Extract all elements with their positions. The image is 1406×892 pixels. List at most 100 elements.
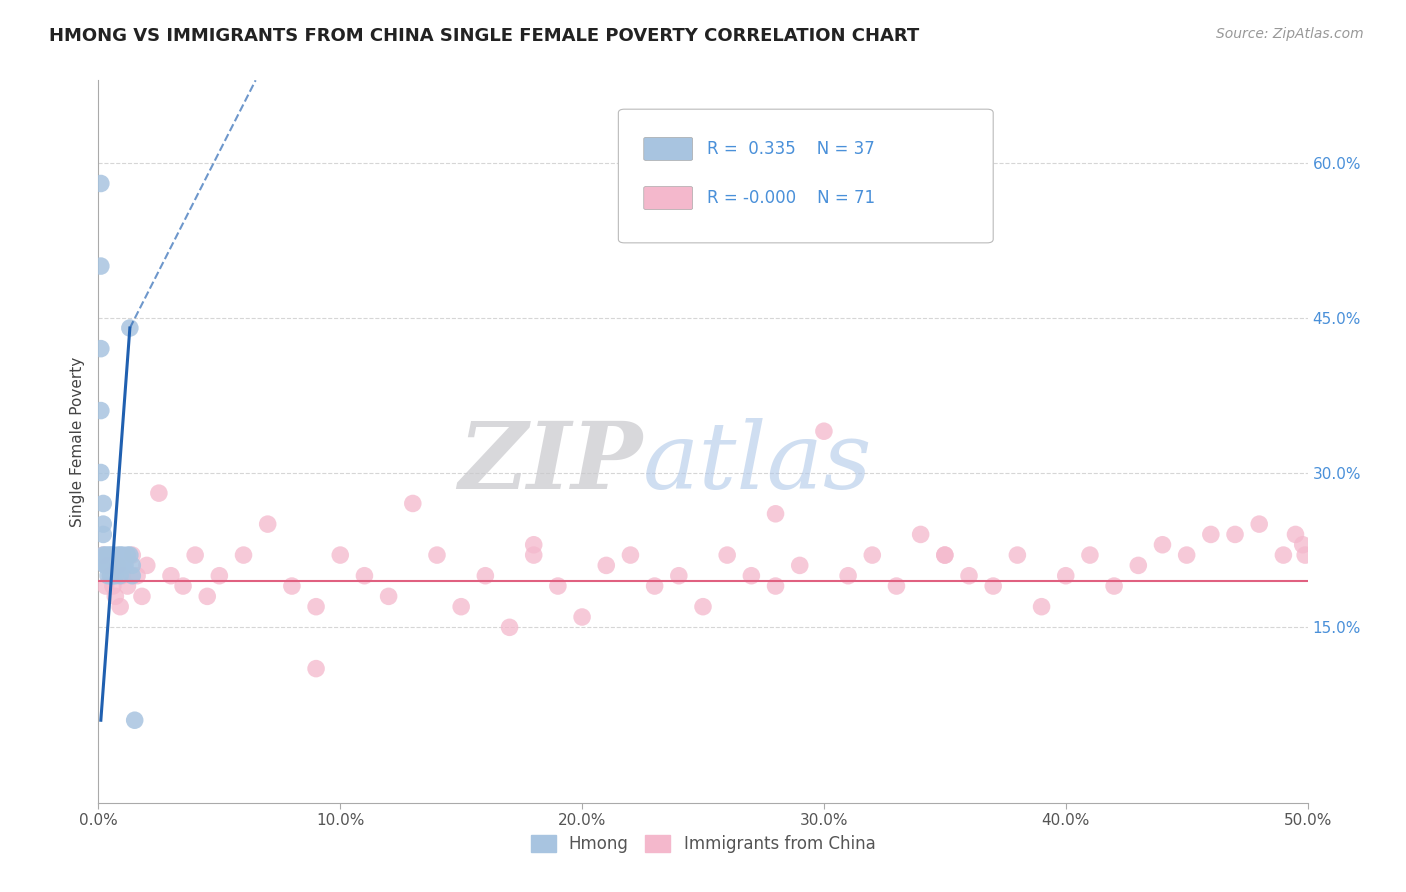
Point bbox=[127, 568, 149, 582]
Text: R =  0.335    N = 37: R = 0.335 N = 37 bbox=[707, 140, 875, 158]
Point bbox=[100, 558, 122, 573]
Point bbox=[353, 568, 375, 582]
Point bbox=[94, 579, 117, 593]
Text: HMONG VS IMMIGRANTS FROM CHINA SINGLE FEMALE POVERTY CORRELATION CHART: HMONG VS IMMIGRANTS FROM CHINA SINGLE FE… bbox=[49, 27, 920, 45]
Text: ZIP: ZIP bbox=[458, 418, 643, 508]
Point bbox=[104, 558, 127, 573]
Point bbox=[910, 527, 932, 541]
Point bbox=[107, 558, 129, 573]
Point bbox=[498, 620, 520, 634]
Point bbox=[104, 590, 127, 604]
Point bbox=[1031, 599, 1053, 614]
Point bbox=[765, 507, 787, 521]
Point bbox=[118, 548, 141, 562]
Point bbox=[118, 321, 141, 335]
Point bbox=[1199, 527, 1222, 541]
Point bbox=[100, 568, 122, 582]
Point bbox=[208, 568, 231, 582]
Point bbox=[571, 610, 593, 624]
Point bbox=[111, 568, 134, 582]
Point bbox=[121, 568, 143, 582]
Point bbox=[860, 548, 883, 562]
Point bbox=[91, 527, 114, 541]
Point bbox=[108, 548, 131, 562]
Point bbox=[117, 579, 139, 593]
Point bbox=[148, 486, 170, 500]
Point bbox=[281, 579, 304, 593]
Point bbox=[111, 548, 134, 562]
Point bbox=[160, 568, 183, 582]
Point bbox=[402, 496, 425, 510]
Point bbox=[94, 558, 117, 573]
Point bbox=[668, 568, 690, 582]
Point bbox=[108, 599, 131, 614]
Point bbox=[90, 177, 112, 191]
Point bbox=[111, 558, 134, 573]
Point bbox=[184, 548, 207, 562]
Point bbox=[97, 558, 120, 573]
Point bbox=[523, 548, 546, 562]
Point bbox=[765, 579, 787, 593]
Point bbox=[101, 548, 124, 562]
Point bbox=[101, 568, 124, 582]
Point bbox=[426, 548, 449, 562]
Point bbox=[377, 590, 399, 604]
Point bbox=[523, 538, 546, 552]
Point bbox=[305, 599, 328, 614]
Text: atlas: atlas bbox=[643, 418, 872, 508]
Point bbox=[90, 403, 112, 417]
Point bbox=[305, 662, 328, 676]
Point bbox=[256, 517, 278, 532]
Point bbox=[108, 568, 131, 582]
Text: R = -0.000    N = 71: R = -0.000 N = 71 bbox=[707, 189, 875, 207]
Point bbox=[90, 259, 112, 273]
Point bbox=[934, 548, 956, 562]
Point bbox=[619, 548, 641, 562]
Point bbox=[1249, 517, 1271, 532]
Point bbox=[450, 599, 472, 614]
Point bbox=[957, 568, 980, 582]
Point bbox=[1272, 548, 1295, 562]
FancyBboxPatch shape bbox=[644, 186, 693, 210]
Point bbox=[104, 568, 127, 582]
Point bbox=[131, 590, 153, 604]
Point bbox=[1175, 548, 1198, 562]
Point bbox=[1102, 579, 1125, 593]
Point bbox=[1007, 548, 1029, 562]
Point bbox=[1054, 568, 1077, 582]
Point bbox=[100, 548, 122, 562]
Point bbox=[195, 590, 218, 604]
Point bbox=[474, 568, 496, 582]
Point bbox=[789, 558, 811, 573]
Point bbox=[121, 558, 143, 573]
FancyBboxPatch shape bbox=[644, 137, 693, 161]
Point bbox=[100, 568, 122, 582]
Point bbox=[117, 548, 139, 562]
Point bbox=[837, 568, 859, 582]
Point bbox=[934, 548, 956, 562]
Legend: Hmong, Immigrants from China: Hmong, Immigrants from China bbox=[524, 828, 882, 860]
Point bbox=[90, 342, 112, 356]
Point bbox=[91, 517, 114, 532]
Point bbox=[101, 558, 124, 573]
Point bbox=[90, 466, 112, 480]
Point bbox=[107, 548, 129, 562]
Point bbox=[124, 713, 146, 727]
Point bbox=[813, 424, 835, 438]
FancyBboxPatch shape bbox=[619, 109, 993, 243]
Point bbox=[692, 599, 714, 614]
Point bbox=[981, 579, 1004, 593]
Point bbox=[100, 558, 122, 573]
Point bbox=[1294, 548, 1316, 562]
Point bbox=[1128, 558, 1150, 573]
Point bbox=[1284, 527, 1306, 541]
Point bbox=[91, 548, 114, 562]
Point bbox=[172, 579, 194, 593]
Point bbox=[97, 548, 120, 562]
Point bbox=[1223, 527, 1246, 541]
Point bbox=[644, 579, 666, 593]
Point bbox=[329, 548, 352, 562]
Point bbox=[1078, 548, 1101, 562]
Point bbox=[886, 579, 908, 593]
Point bbox=[595, 558, 617, 573]
